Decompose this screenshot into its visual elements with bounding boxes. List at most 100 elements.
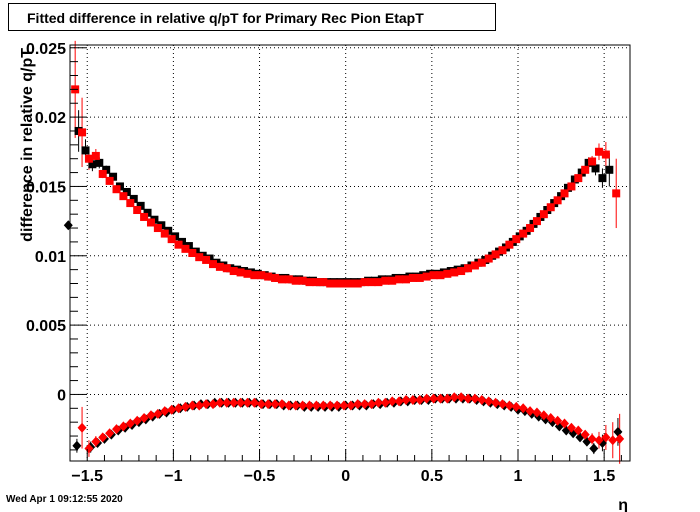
data-point-diamond — [539, 410, 549, 421]
data-point-square — [209, 260, 218, 269]
data-point-diamond — [477, 394, 487, 405]
data-point-diamond — [601, 432, 611, 443]
data-point-square — [312, 278, 321, 287]
data-point-diamond — [105, 428, 115, 439]
data-point-square — [291, 276, 300, 285]
axes: −1.5 −1 −0.5 0 0.5 1 1.5 0 0.005 0.01 0.015 0.02 0.0… — [26, 41, 622, 485]
data-point-square — [105, 176, 114, 185]
data-point-diamond — [573, 425, 583, 436]
data-point-square — [284, 275, 293, 284]
data-point-square — [415, 273, 424, 282]
x-tick-label: 0 — [341, 468, 350, 485]
data-point-diamond — [615, 433, 625, 444]
data-point-square — [339, 279, 348, 288]
data-point-diamond — [608, 435, 618, 446]
data-point-square — [360, 278, 369, 287]
data-point-diamond — [160, 406, 170, 417]
data-point-square — [133, 206, 142, 215]
data-point-diamond — [346, 400, 356, 411]
data-point-diamond — [298, 400, 308, 411]
grid — [70, 45, 630, 461]
data-point-square — [122, 187, 131, 196]
data-point-diamond — [201, 399, 211, 410]
data-point-diamond — [118, 421, 128, 432]
x-tick-label: −1.5 — [71, 468, 103, 485]
data-point-square — [305, 278, 314, 287]
y-tick-label: 0.025 — [26, 41, 66, 58]
data-point-diamond — [463, 393, 473, 404]
data-point-square — [402, 275, 410, 284]
data-point-diamond — [63, 220, 73, 231]
data-point-square — [126, 199, 135, 208]
data-point-square — [112, 185, 121, 194]
data-point-square — [422, 272, 431, 281]
data-point-square — [484, 254, 493, 263]
y-tick-label: 0.01 — [35, 249, 66, 266]
data-point-square — [84, 154, 93, 163]
data-point-square — [546, 203, 555, 212]
data-point-diamond — [449, 392, 459, 403]
data-point-diamond — [594, 435, 604, 446]
data-point-diamond — [270, 399, 280, 410]
data-point-diamond — [491, 397, 501, 408]
data-point-square — [612, 189, 621, 198]
data-point-square — [443, 269, 452, 278]
data-point-diamond — [367, 399, 377, 410]
data-point-square — [243, 269, 252, 278]
data-point-diamond — [180, 401, 190, 412]
data-point-diamond — [422, 393, 432, 404]
data-point-square — [298, 276, 307, 285]
data-point-square — [264, 272, 273, 281]
data-point-diamond — [360, 399, 370, 410]
data-point-diamond — [518, 403, 528, 414]
data-point-diamond — [153, 408, 163, 419]
data-point-square — [236, 268, 245, 277]
data-point-diamond — [194, 400, 204, 411]
x-tick-label: 1.5 — [593, 468, 615, 485]
data-point-diamond — [291, 400, 301, 411]
data-point-square — [188, 249, 197, 257]
data-point-square — [271, 273, 280, 282]
data-point-diamond — [589, 443, 599, 454]
data-point-square — [388, 276, 397, 285]
chart-title: Fitted difference in relative q/pT for P… — [8, 3, 496, 31]
data-point-diamond — [187, 400, 197, 411]
data-point-square — [160, 229, 169, 238]
data-point-diamond — [580, 429, 590, 440]
data-points — [63, 85, 625, 454]
data-point-square — [505, 240, 514, 249]
y-tick-label: 0.02 — [35, 110, 66, 127]
data-point-square — [95, 158, 104, 167]
data-point-square — [367, 278, 376, 287]
data-point-diamond — [91, 436, 101, 447]
data-point-diamond — [139, 413, 149, 424]
data-point-square — [326, 279, 335, 288]
data-point-diamond — [429, 393, 439, 404]
y-tick-label: 0.005 — [26, 318, 66, 335]
data-point-diamond — [387, 396, 397, 407]
data-point-diamond — [442, 393, 452, 404]
data-point-diamond — [72, 440, 82, 451]
data-point-square — [153, 224, 162, 233]
data-point-diamond — [208, 399, 218, 410]
data-point-diamond — [504, 400, 514, 411]
data-point-diamond — [318, 400, 328, 411]
data-point-diamond — [77, 422, 87, 433]
data-point-diamond — [305, 400, 315, 411]
data-point-square — [333, 279, 342, 288]
data-point-square — [167, 235, 176, 244]
data-point-diamond — [525, 406, 535, 417]
data-point-square — [129, 194, 138, 203]
data-point-diamond — [112, 424, 122, 435]
x-axis-title: η — [618, 497, 628, 512]
data-point-square — [136, 201, 145, 210]
data-point-square — [229, 267, 238, 276]
data-point-diamond — [277, 399, 287, 410]
data-point-square — [146, 218, 155, 227]
data-point-square — [498, 246, 507, 255]
data-point-diamond — [263, 399, 273, 410]
data-point-diamond — [566, 422, 576, 433]
data-point-diamond — [325, 400, 335, 411]
data-point-diamond — [167, 404, 177, 415]
